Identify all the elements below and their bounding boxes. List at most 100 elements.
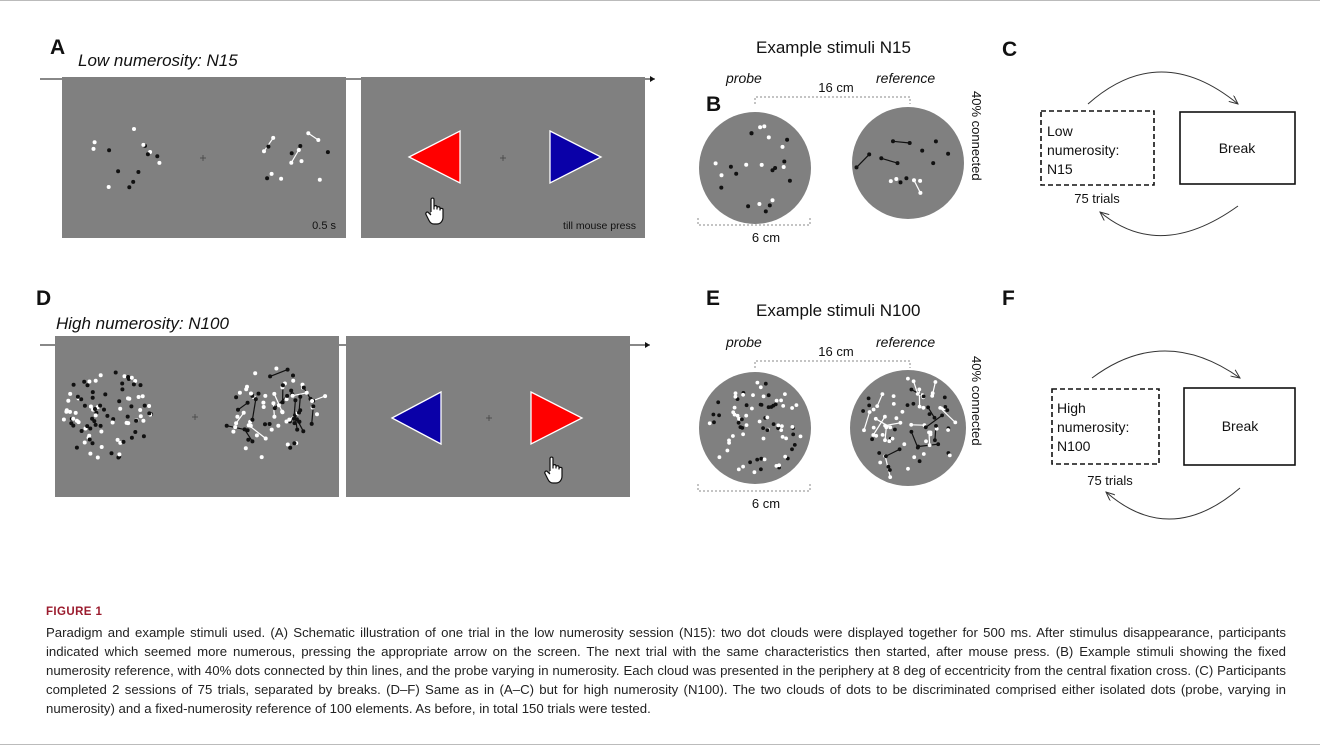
dot xyxy=(306,131,311,136)
dot xyxy=(237,390,242,395)
panel-e: E Example stimuli N100 probe reference 1… xyxy=(697,287,984,511)
dot xyxy=(136,170,141,174)
dot xyxy=(744,413,749,418)
cycle-arrow-bottom-c xyxy=(1100,205,1239,237)
connecting-line xyxy=(885,448,900,457)
dot xyxy=(87,433,92,438)
dot xyxy=(758,402,763,407)
dot xyxy=(871,407,876,412)
connecting-line xyxy=(892,140,910,144)
dot xyxy=(763,381,768,386)
dot xyxy=(297,419,302,424)
dot xyxy=(120,381,125,386)
dot xyxy=(95,455,100,460)
dot xyxy=(752,470,757,475)
dot xyxy=(898,420,903,425)
dot xyxy=(285,367,290,372)
dot xyxy=(155,154,160,159)
dot xyxy=(274,366,279,371)
panel-a-title: Low numerosity: N15 xyxy=(78,51,238,70)
dot xyxy=(76,420,81,425)
left-response-arrow-a[interactable] xyxy=(407,129,461,185)
dot xyxy=(917,404,922,409)
dot xyxy=(946,151,951,156)
dot xyxy=(266,144,271,149)
dot xyxy=(87,437,92,442)
dot xyxy=(938,406,943,410)
dot xyxy=(871,425,876,430)
dot xyxy=(102,407,106,412)
dot xyxy=(767,203,772,208)
panel-f-letter: F xyxy=(1002,287,1015,310)
dot xyxy=(88,426,93,431)
figure-illustration: A Low numerosity: N15 0.5 s till mouse p… xyxy=(36,36,1296,520)
dot xyxy=(888,475,893,479)
trials-label-c: 75 trials xyxy=(1074,191,1120,206)
connecting-line xyxy=(251,399,257,420)
dot xyxy=(940,413,944,418)
dot xyxy=(311,404,316,409)
dot xyxy=(118,406,123,411)
dot xyxy=(267,422,272,426)
dot xyxy=(79,429,84,433)
dot xyxy=(727,438,731,443)
dot xyxy=(131,382,136,387)
left-response-arrow-d[interactable] xyxy=(390,390,442,446)
dot xyxy=(292,441,297,446)
dot xyxy=(866,396,871,401)
session-box-f xyxy=(1051,388,1160,465)
dot xyxy=(877,451,882,455)
dot xyxy=(301,429,306,434)
session-line-c-1: Low xyxy=(1047,123,1074,139)
dot xyxy=(289,388,294,393)
dot xyxy=(763,209,768,214)
diameter-label-e: 6 cm xyxy=(752,496,780,511)
dot xyxy=(285,393,290,398)
dot xyxy=(90,395,95,400)
break-label-f: Break xyxy=(1222,418,1260,434)
cycle-arrow-bottom-f xyxy=(1106,487,1241,520)
dot xyxy=(245,400,250,405)
dot xyxy=(73,410,78,415)
connecting-line xyxy=(927,407,936,419)
dot xyxy=(272,406,277,411)
dot xyxy=(884,425,889,430)
dot xyxy=(871,433,876,437)
connecting-line xyxy=(913,381,919,395)
response-screen-d xyxy=(346,336,630,497)
break-box-f xyxy=(1183,387,1296,466)
dot xyxy=(129,404,134,409)
dot xyxy=(315,412,319,417)
panel-f: F High numerosity: N100 Break 75 trials xyxy=(1002,287,1296,520)
dot xyxy=(771,422,776,426)
dot xyxy=(741,432,745,437)
dot xyxy=(792,443,797,447)
dot xyxy=(765,415,770,420)
dot xyxy=(265,176,270,181)
dot xyxy=(766,135,771,140)
dot xyxy=(271,401,276,406)
dot xyxy=(109,451,114,456)
dot xyxy=(316,138,321,142)
dot xyxy=(82,440,87,445)
dot xyxy=(90,441,95,446)
dot xyxy=(784,436,788,441)
dot xyxy=(911,401,916,406)
dot xyxy=(911,379,916,384)
dot xyxy=(761,394,766,399)
connecting-line xyxy=(272,403,275,417)
dot xyxy=(234,395,239,400)
dot xyxy=(943,405,948,409)
dot xyxy=(918,178,923,183)
dot xyxy=(737,416,741,421)
dot xyxy=(145,152,150,157)
dot xyxy=(909,422,914,427)
dot xyxy=(757,419,762,424)
dot xyxy=(272,414,277,419)
right-response-arrow-d[interactable] xyxy=(530,390,584,446)
right-response-arrow-a[interactable] xyxy=(549,129,603,185)
stimulus-screen-d xyxy=(55,336,339,497)
dot xyxy=(744,403,749,408)
session-box-c xyxy=(1040,110,1155,186)
connected-label-e: 40% connected xyxy=(969,356,984,446)
